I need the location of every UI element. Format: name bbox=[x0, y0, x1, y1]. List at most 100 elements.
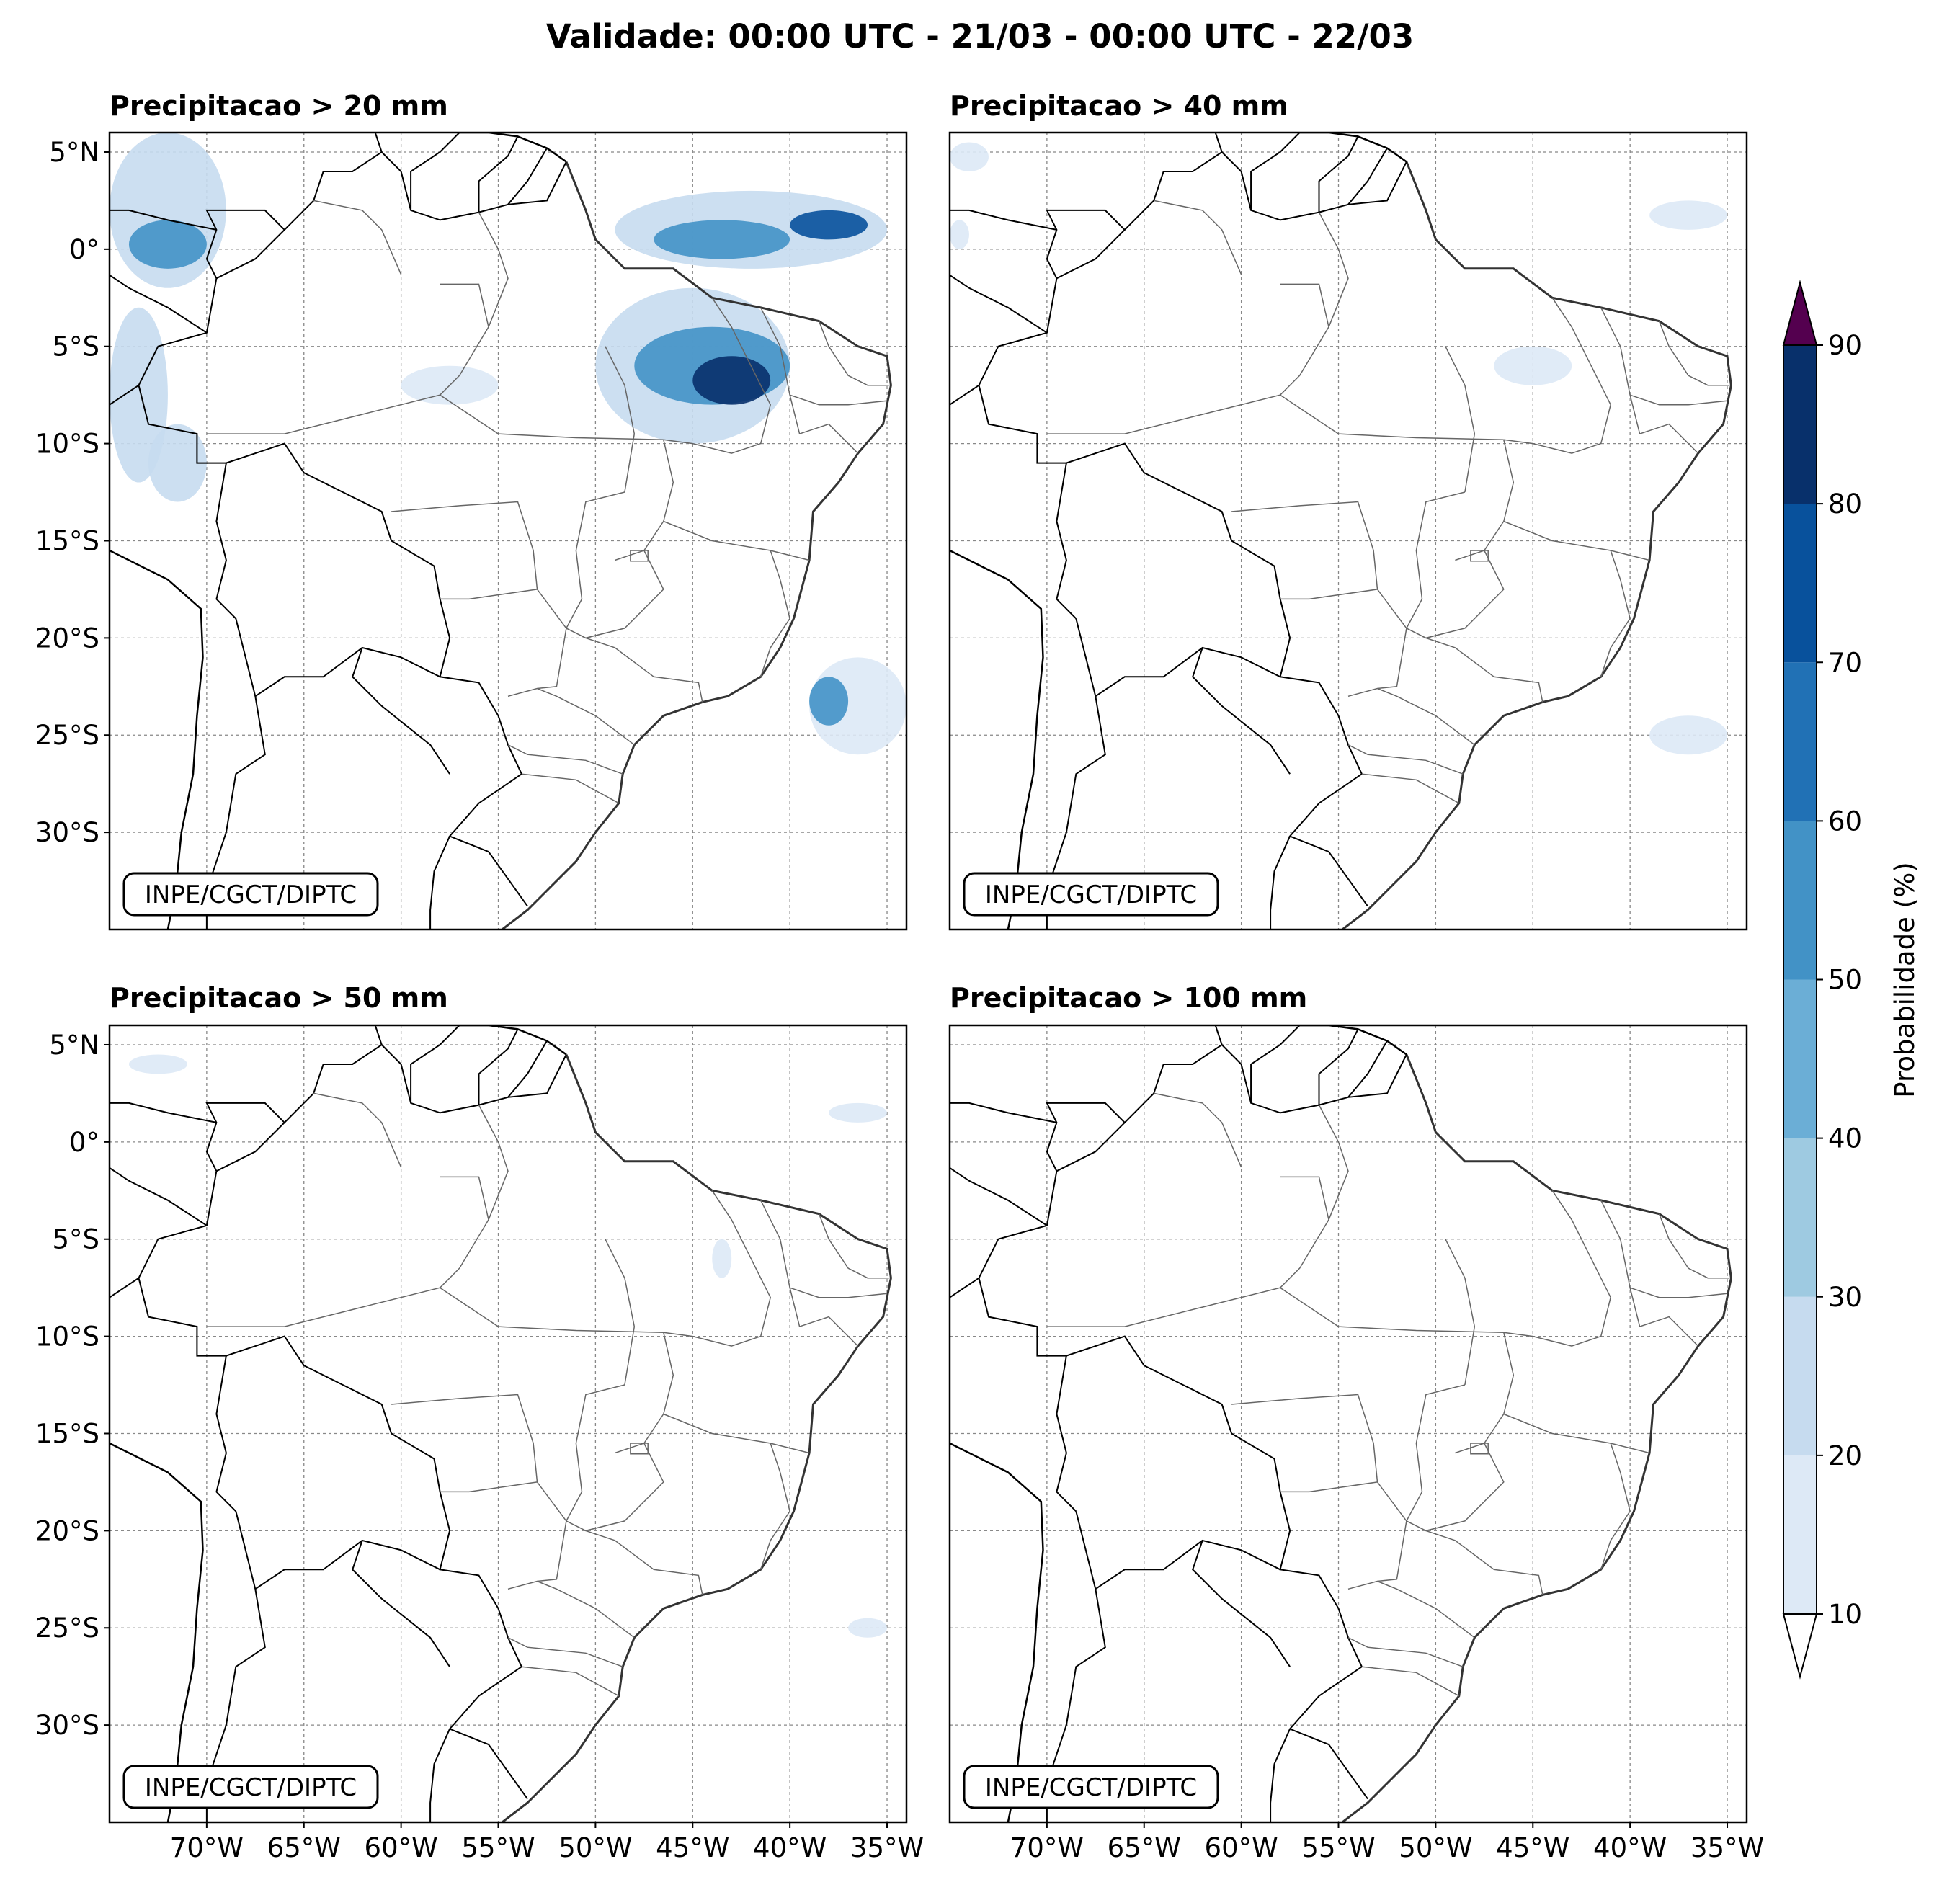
lon-tick-label: 55°W bbox=[461, 1832, 535, 1863]
country-border bbox=[215, 229, 285, 280]
credit-box: INPE/CGCT/DIPTC bbox=[963, 872, 1219, 917]
brazil-border bbox=[978, 151, 1407, 907]
coastline-north bbox=[456, 133, 567, 163]
credit-label: INPE/CGCT/DIPTC bbox=[145, 1773, 357, 1802]
state-border bbox=[1600, 1200, 1641, 1327]
colorbar-extend-max bbox=[1782, 280, 1818, 346]
country-border bbox=[950, 384, 980, 408]
state-border bbox=[1318, 212, 1349, 328]
lon-tick-label: 40°W bbox=[753, 1832, 827, 1863]
state-border bbox=[605, 1239, 636, 1386]
lon-tick-label: 70°W bbox=[170, 1832, 244, 1863]
state-border bbox=[391, 501, 567, 629]
probability-region bbox=[790, 210, 868, 240]
state-border bbox=[1503, 1190, 1611, 1347]
federal-district-border bbox=[630, 1443, 649, 1455]
state-border bbox=[507, 744, 623, 775]
lat-tick-label: 20°S bbox=[35, 1515, 99, 1546]
latitude-labels: 5°N 0° 5°S 10°S 15°S 20°S 25°S 30°S bbox=[35, 137, 110, 848]
state-border bbox=[789, 394, 888, 406]
colorbar-tick-label: 50 bbox=[1828, 965, 1862, 996]
colorbar-ticks: 10 20 30 40 50 60 70 80 90 bbox=[1817, 330, 1862, 1630]
probability-region bbox=[950, 220, 969, 249]
lat-tick-label: 25°S bbox=[35, 1613, 99, 1644]
lon-tick-label: 35°W bbox=[850, 1832, 924, 1863]
probability-region bbox=[148, 424, 207, 502]
colorbar-tick-label: 20 bbox=[1828, 1440, 1862, 1471]
panel-precip-100mm: Precipitacao > 100 mm INPE/CGCT/DIPTC 70… bbox=[948, 982, 1764, 1863]
probability-region bbox=[950, 142, 989, 171]
country-border bbox=[429, 1729, 451, 1822]
state-border bbox=[1154, 200, 1242, 275]
country-border bbox=[110, 274, 208, 334]
state-border bbox=[478, 1105, 509, 1221]
state-border bbox=[507, 1637, 623, 1667]
country-border bbox=[254, 1539, 441, 1590]
probability-region bbox=[1649, 200, 1728, 230]
state-border bbox=[1280, 1481, 1378, 1493]
state-border bbox=[566, 550, 664, 639]
lon-tick-label: 65°W bbox=[267, 1832, 341, 1863]
state-border bbox=[1280, 589, 1378, 600]
state-border bbox=[521, 1666, 620, 1697]
state-border bbox=[818, 321, 889, 386]
state-border bbox=[760, 1200, 801, 1327]
state-border bbox=[615, 440, 674, 561]
country-border bbox=[1056, 229, 1126, 280]
state-border bbox=[663, 1190, 771, 1347]
country-border bbox=[950, 1167, 1048, 1226]
probability-region bbox=[848, 1618, 888, 1638]
country-border bbox=[950, 209, 1057, 231]
graticule bbox=[110, 1025, 906, 1822]
probability-region bbox=[692, 356, 771, 405]
panel-frame bbox=[108, 1024, 908, 1824]
country-border bbox=[374, 1025, 383, 1045]
colorbar-cell bbox=[1783, 504, 1817, 663]
country-border bbox=[950, 1277, 980, 1301]
country-border bbox=[110, 1277, 140, 1301]
state-border bbox=[1503, 1413, 1650, 1454]
country-border bbox=[507, 1040, 548, 1098]
lon-tick-label: 40°W bbox=[1593, 1832, 1667, 1863]
coastline-east bbox=[501, 161, 892, 929]
state-border bbox=[1231, 1394, 1407, 1522]
state-border bbox=[566, 1443, 664, 1532]
lat-tick-label: 15°S bbox=[35, 525, 99, 556]
state-border bbox=[391, 1394, 567, 1522]
country-border bbox=[950, 1102, 1057, 1123]
state-border bbox=[566, 1384, 625, 1522]
lon-tick-label: 50°W bbox=[1399, 1832, 1472, 1863]
state-border bbox=[1348, 628, 1407, 697]
lat-tick-label: 5°S bbox=[52, 1224, 99, 1255]
state-border bbox=[1361, 773, 1460, 804]
panel-title: Precipitacao > 50 mm bbox=[110, 982, 448, 1014]
coastline-east bbox=[1341, 161, 1732, 929]
lon-tick-label: 35°W bbox=[1690, 1832, 1764, 1863]
colorbar-tick-label: 80 bbox=[1828, 489, 1862, 520]
state-border bbox=[585, 637, 703, 703]
state-border bbox=[1318, 1105, 1349, 1221]
country-border bbox=[1270, 836, 1291, 929]
state-border bbox=[1658, 321, 1729, 386]
state-border bbox=[789, 1287, 888, 1298]
state-border bbox=[1280, 1176, 1329, 1288]
credit-label: INPE/CGCT/DIPTC bbox=[985, 1773, 1197, 1802]
state-border bbox=[1046, 394, 1504, 440]
state-border bbox=[760, 307, 801, 434]
state-border bbox=[1425, 1530, 1544, 1595]
coastline-west bbox=[110, 548, 204, 929]
lat-tick-label: 15°S bbox=[35, 1418, 99, 1449]
state-border bbox=[1503, 297, 1611, 454]
panel-frame bbox=[948, 1024, 1748, 1824]
probability-region bbox=[712, 1239, 732, 1278]
state-border bbox=[663, 297, 771, 454]
state-border bbox=[663, 520, 810, 561]
state-border bbox=[1377, 687, 1475, 746]
probability-region bbox=[654, 220, 790, 259]
lon-tick-label: 70°W bbox=[1010, 1832, 1084, 1863]
state-border bbox=[818, 1213, 889, 1279]
colorbar-cell bbox=[1783, 345, 1817, 504]
map-outlines bbox=[110, 1025, 892, 1822]
lon-tick-label: 65°W bbox=[1108, 1832, 1181, 1863]
lat-tick-label: 10°S bbox=[35, 429, 99, 460]
